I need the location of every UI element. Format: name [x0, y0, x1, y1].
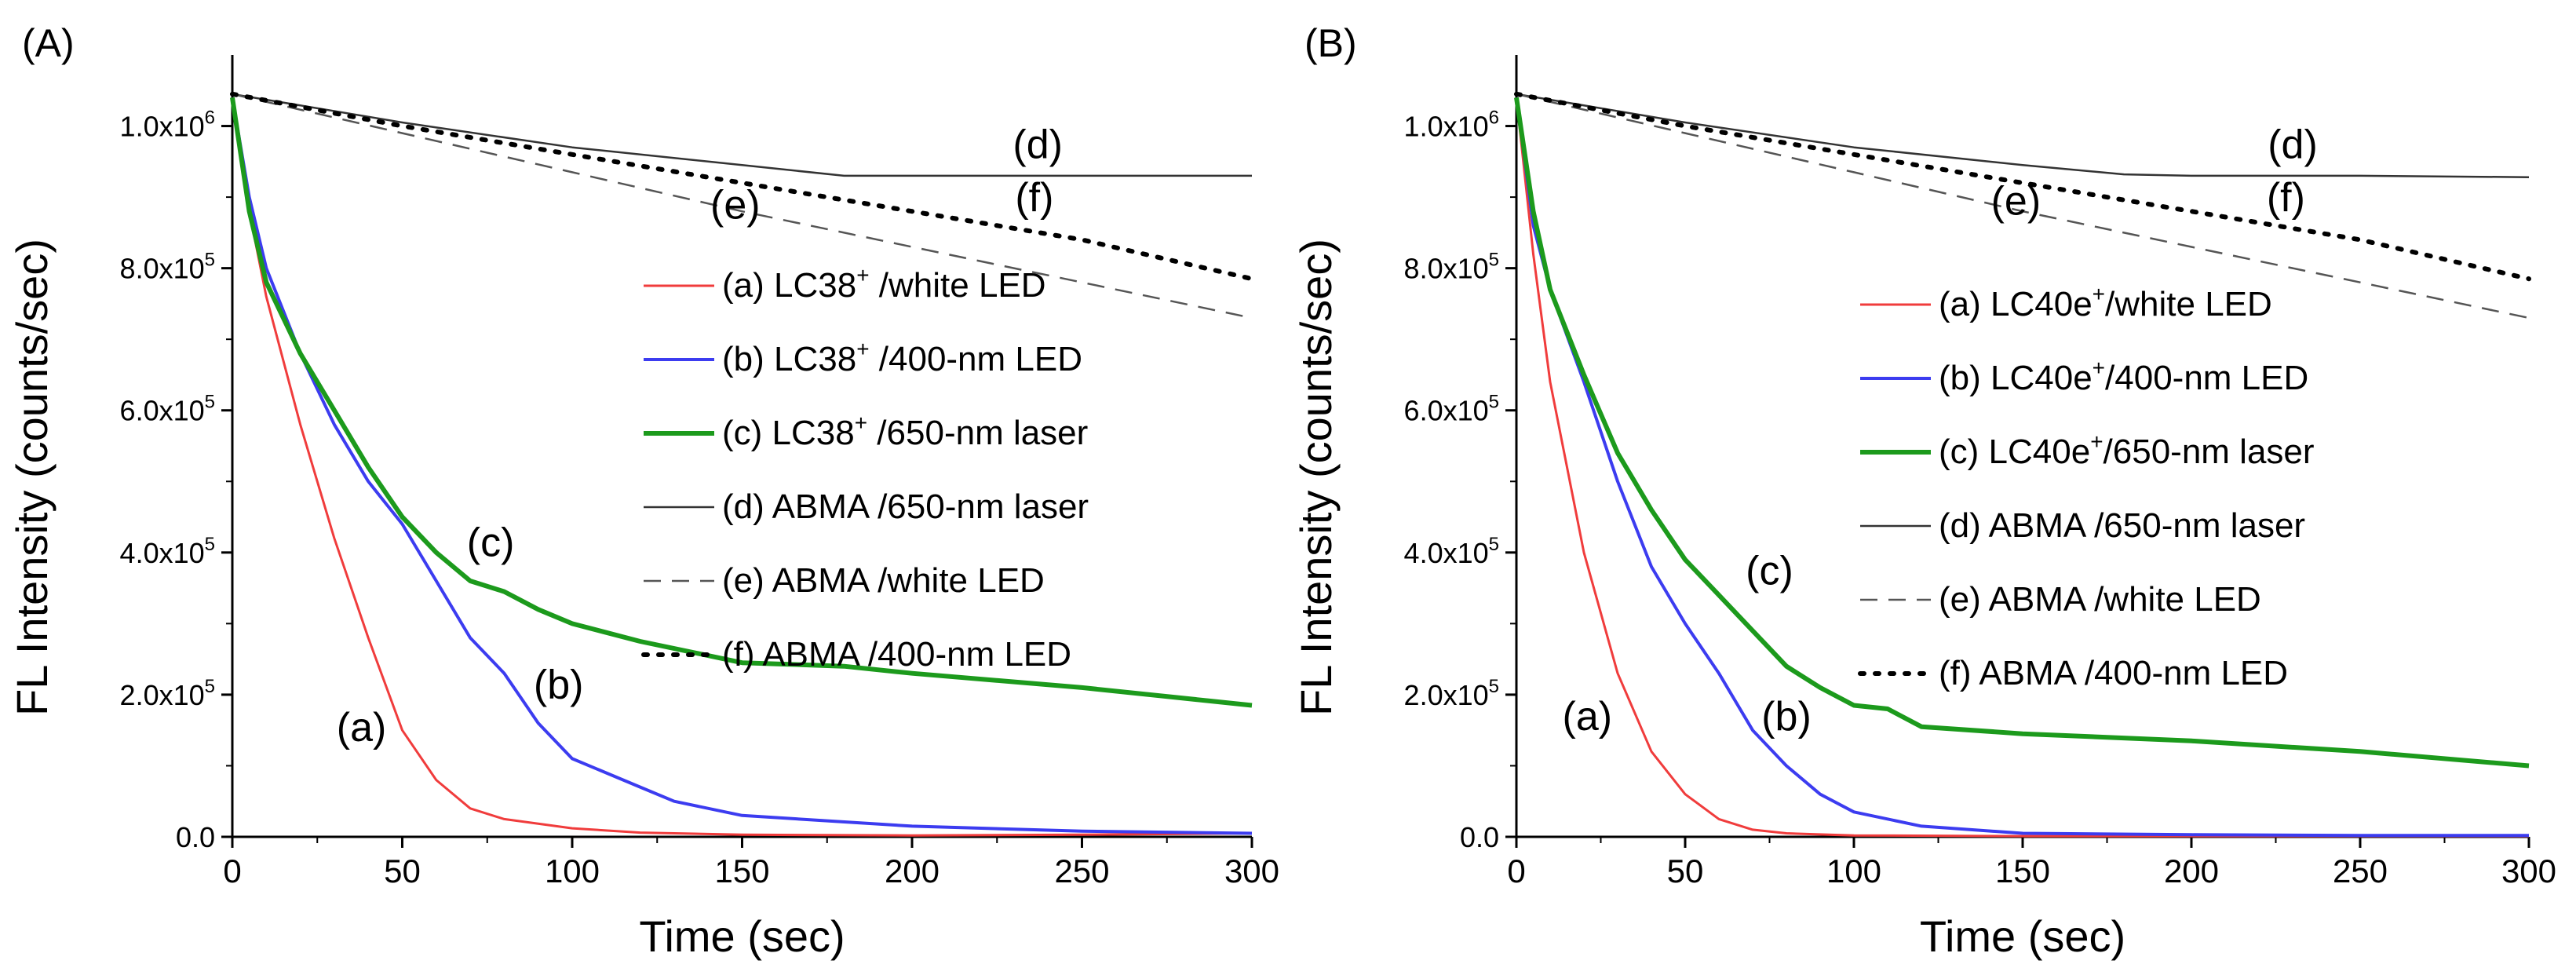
curve-label: (d) — [1013, 122, 1063, 167]
series-line-d — [232, 93, 1252, 177]
x-tick-label: 0 — [223, 853, 241, 889]
curve-label: (a) — [1563, 694, 1613, 739]
curve-label: (c) — [467, 520, 515, 565]
x-axis-title: Time (sec) — [639, 911, 845, 961]
curve-label: (f) — [1015, 175, 1053, 221]
legend-label-f: (f) ABMA /400-nm LED — [1939, 654, 2288, 692]
legend-label-d: (d) ABMA /650-nm laser — [1939, 506, 2305, 545]
curve-label: (f) — [2267, 175, 2305, 221]
series-line-d — [1516, 93, 2530, 178]
y-tick-label: 2.0x105 — [1404, 676, 1499, 711]
x-tick-label: 300 — [2501, 853, 2556, 889]
x-tick-label: 150 — [714, 853, 769, 889]
x-tick-label: 250 — [1054, 853, 1109, 889]
y-tick-label: 8.0x105 — [1404, 250, 1499, 285]
legend-label-d: (d) ABMA /650-nm laser — [722, 488, 1089, 526]
y-tick-label: 6.0x105 — [1404, 392, 1499, 427]
curve-label: (b) — [1761, 694, 1812, 739]
y-tick-label: 4.0x105 — [120, 534, 215, 569]
y-tick-label: 0.0 — [176, 821, 215, 853]
curve-label: (b) — [534, 662, 584, 707]
x-tick-label: 200 — [2164, 853, 2219, 889]
x-tick-label: 50 — [1667, 853, 1704, 889]
y-tick-label: 4.0x105 — [1404, 534, 1499, 569]
y-axis-title: FL Intensity (counts/sec) — [7, 239, 57, 716]
y-tick-label: 1.0x106 — [120, 108, 215, 143]
curve-label: (e) — [1991, 179, 2041, 225]
x-tick-label: 50 — [384, 853, 421, 889]
legend-label-e: (e) ABMA /white LED — [1939, 580, 2261, 619]
legend-label-a: (a) LC38+ /white LED — [722, 263, 1046, 305]
panel-label: (B) — [1304, 21, 1357, 65]
legend-label-b: (b) LC40e+/400-nm LED — [1939, 356, 2308, 397]
x-tick-label: 150 — [1995, 853, 2050, 889]
series-line-e — [1516, 93, 2530, 320]
x-tick-label: 100 — [1826, 853, 1881, 889]
legend-label-e: (e) ABMA /white LED — [722, 561, 1045, 600]
x-tick-label: 0 — [1507, 853, 1525, 889]
legend-label-a: (a) LC40e+/white LED — [1939, 282, 2272, 323]
panel-b: (B) 0 50 100 150 200 250 300 0.0 2.0x105 4.0x105 6.… — [1291, 21, 2556, 961]
panel-a: (A) 0 50 100 150 200 250 300 0.0 2.0x105 4.0x105 6.… — [7, 21, 1279, 961]
series-line-a — [231, 97, 1253, 837]
y-tick-label: 2.0x105 — [120, 676, 215, 711]
y-tick-label: 0.0 — [1460, 821, 1499, 853]
series-line-f — [1514, 91, 2531, 282]
curve-label: (e) — [710, 182, 761, 228]
legend-label-b: (b) LC38+ /400-nm LED — [722, 337, 1082, 378]
series-line-e — [232, 93, 1253, 320]
series-line-c — [1514, 97, 2530, 769]
y-tick-label: 6.0x105 — [120, 392, 215, 427]
curve-label: (a) — [337, 705, 387, 750]
curve-label: (d) — [2268, 122, 2318, 167]
y-tick-label: 8.0x105 — [120, 250, 215, 285]
legend-label-c: (c) LC38+ /650-nm laser — [722, 411, 1088, 452]
x-tick-label: 250 — [2333, 853, 2388, 889]
legend-label-c: (c) LC40e+/650-nm laser — [1939, 429, 2315, 471]
y-axis-title: FL Intensity (counts/sec) — [1291, 239, 1341, 716]
x-axis-title: Time (sec) — [1920, 911, 2125, 961]
series-line-c — [230, 97, 1253, 708]
x-tick-label: 300 — [1224, 853, 1279, 889]
series-line-a — [1515, 97, 2529, 838]
y-tick-label: 1.0x106 — [1404, 108, 1499, 143]
panel-label: (A) — [22, 21, 75, 65]
curve-label: (c) — [1746, 549, 1793, 594]
legend-label-f: (f) ABMA /400-nm LED — [722, 635, 1071, 674]
x-tick-label: 200 — [885, 853, 940, 889]
x-tick-label: 100 — [545, 853, 600, 889]
